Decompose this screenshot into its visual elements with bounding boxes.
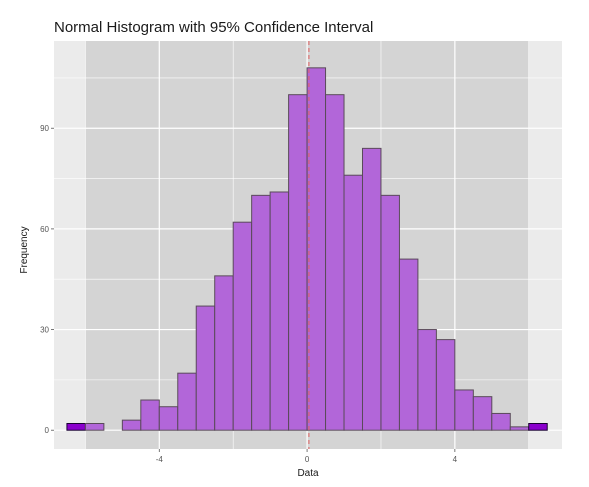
- histogram-bar: [177, 372, 197, 431]
- histogram-bar: [121, 419, 142, 431]
- histogram-bar: [398, 258, 419, 431]
- histogram-bar: [158, 406, 179, 431]
- histogram-bar: [417, 329, 437, 431]
- chart-title: Normal Histogram with 95% Confidence Int…: [54, 19, 373, 36]
- x-axis-label: Data: [297, 468, 319, 479]
- y-tick-label: 90: [40, 124, 49, 133]
- histogram-bar: [361, 147, 382, 431]
- histogram-bar: [214, 275, 234, 431]
- histogram-bar: [269, 191, 290, 431]
- histogram-bar: [343, 174, 363, 431]
- histogram-bar-tail: [66, 423, 86, 431]
- x-tick-label: 4: [453, 455, 458, 464]
- y-tick-label: 0: [45, 426, 50, 435]
- x-tick-label: -4: [156, 455, 164, 464]
- histogram-bar: [435, 339, 456, 431]
- histogram-bar: [195, 305, 216, 431]
- histogram-bar: [509, 426, 530, 431]
- histogram-bar: [472, 396, 493, 431]
- x-axis-ticks: -4 0 4: [156, 449, 458, 464]
- y-axis-label: Frequency: [19, 226, 30, 273]
- histogram-bar: [306, 67, 327, 431]
- histogram-bar: [251, 194, 271, 431]
- y-tick-label: 60: [40, 225, 49, 234]
- histogram-bars: [66, 67, 548, 431]
- histogram-bar: [140, 399, 160, 431]
- histogram-bar: [454, 389, 474, 431]
- y-axis-ticks: 0 30 60 90: [40, 124, 54, 435]
- histogram-bar: [380, 194, 400, 431]
- histogram-bar: [288, 94, 308, 431]
- histogram-bar: [491, 412, 511, 431]
- histogram-bar-tail: [528, 423, 548, 431]
- histogram-bar: [84, 423, 105, 431]
- x-tick-label: 0: [305, 455, 310, 464]
- histogram-bar: [325, 94, 345, 431]
- histogram-bar: [232, 221, 253, 431]
- y-tick-label: 30: [40, 326, 49, 335]
